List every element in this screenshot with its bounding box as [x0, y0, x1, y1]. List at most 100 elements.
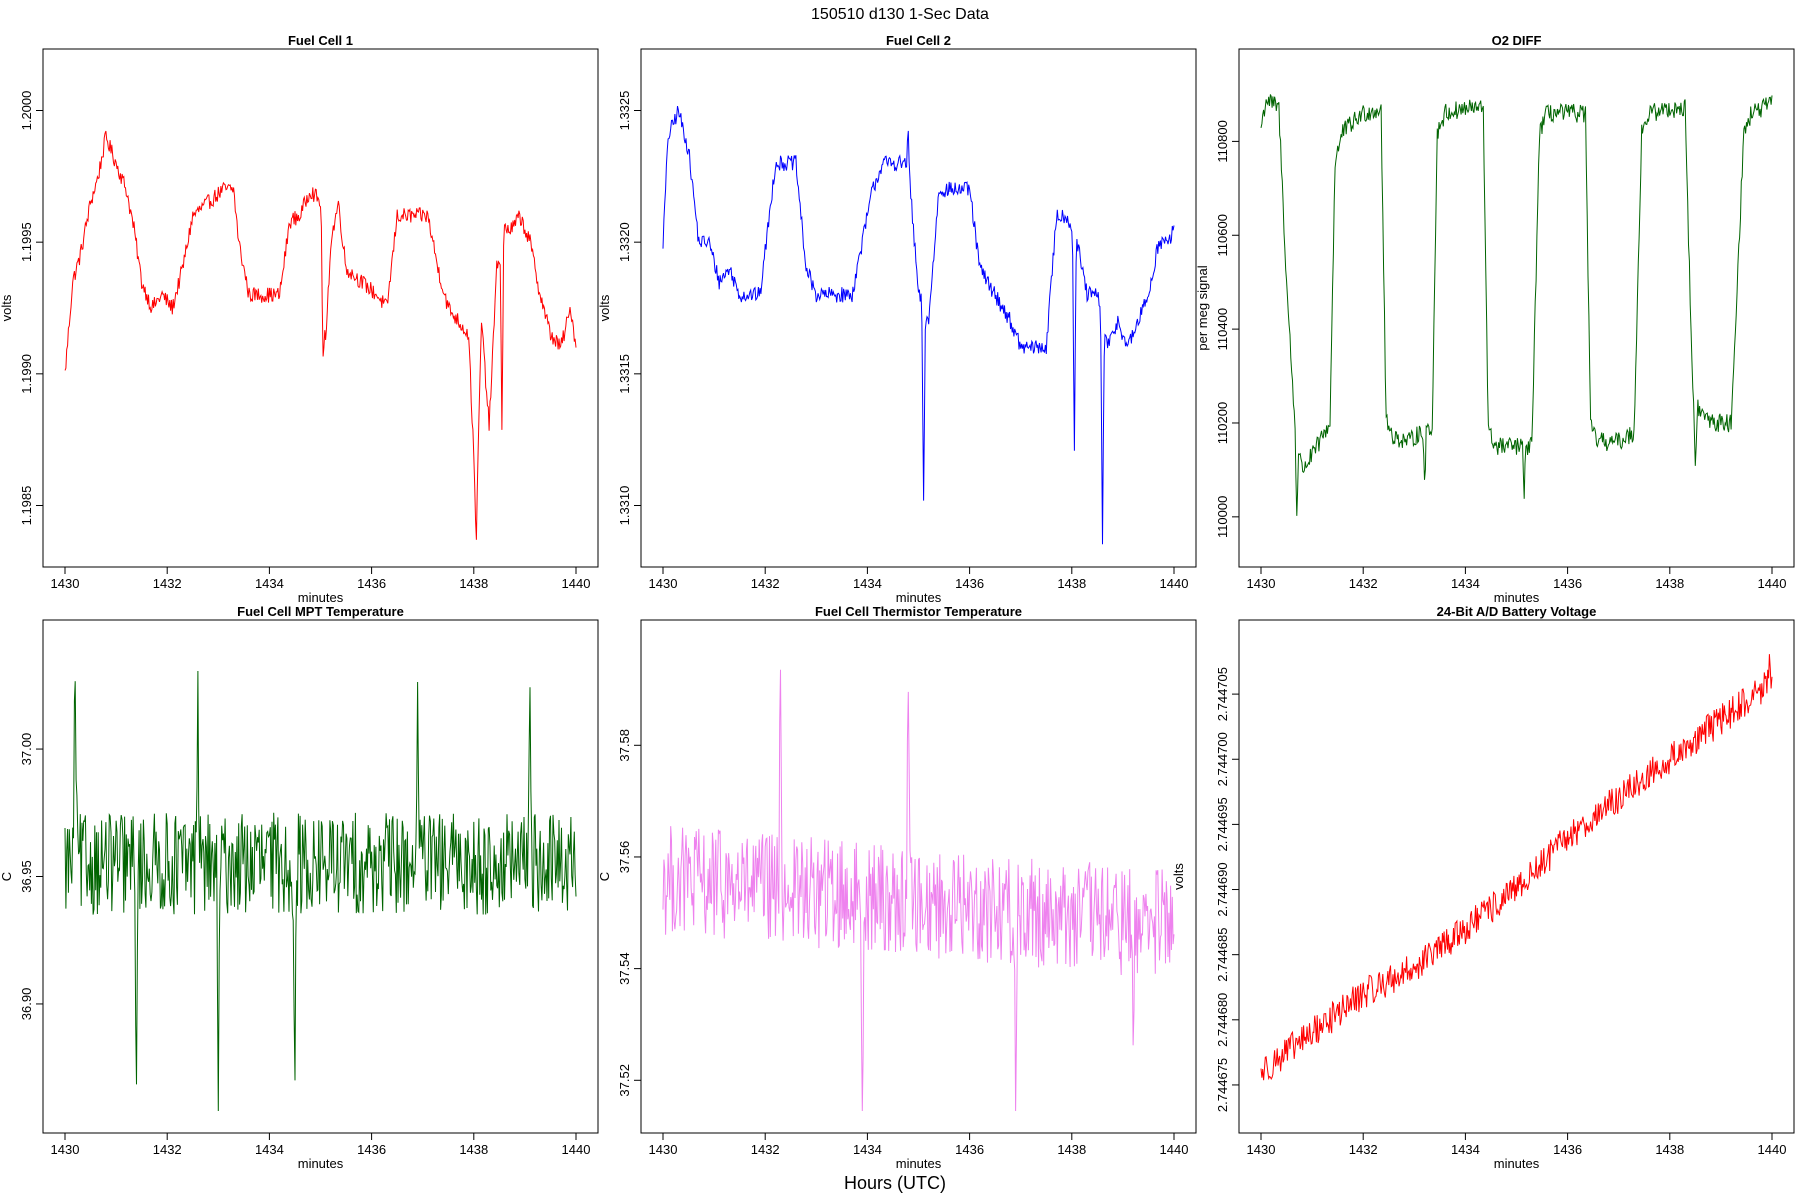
y-tick-label: 2.744675 [1215, 1058, 1230, 1112]
y-axis-label: volts [597, 294, 612, 321]
x-tick-label: 1440 [1160, 1142, 1189, 1157]
x-tick-label: 1438 [1655, 1142, 1684, 1157]
x-tick-label: 1438 [1057, 1142, 1086, 1157]
series-line [64, 670, 577, 1112]
x-axis-label: minutes [298, 590, 344, 605]
x-tick-label: 1438 [1655, 576, 1684, 591]
x-tick-label: 1434 [1451, 1142, 1480, 1157]
y-tick-label: 1.2000 [19, 91, 34, 131]
panel-title: Fuel Cell 2 [886, 33, 951, 48]
x-tick-label: 1430 [649, 576, 678, 591]
y-tick-label: 37.52 [617, 1064, 632, 1097]
x-axis-label: minutes [896, 590, 942, 605]
y-tick-label: 110200 [1215, 402, 1230, 444]
y-tick-label: 36.95 [19, 860, 34, 893]
series-line [662, 105, 1175, 545]
y-axis-label: C [597, 872, 612, 881]
panel-6: 24-Bit A/D Battery Voltage 1430 1432 1434 14… [1171, 604, 1795, 1171]
panel-title: Fuel Cell Thermistor Temperature [815, 604, 1022, 619]
x-axis-label: minutes [896, 1156, 942, 1171]
x-tick-label: 1432 [153, 576, 182, 591]
y-tick-label: 1.1995 [19, 222, 34, 262]
x-tick-label: 1430 [1247, 576, 1276, 591]
x-tick-label: 1440 [1758, 576, 1787, 591]
series-line [1260, 654, 1773, 1081]
y-tick-label: 1.3320 [617, 222, 632, 262]
x-tick-label: 1432 [751, 1142, 780, 1157]
x-tick-label: 1436 [955, 576, 984, 591]
x-tick-label: 1440 [562, 576, 591, 591]
y-tick-label: 37.58 [617, 729, 632, 762]
x-tick-label: 1430 [51, 576, 80, 591]
x-tick-label: 1438 [1057, 576, 1086, 591]
x-tick-label: 1436 [1553, 576, 1582, 591]
plot-frame [640, 48, 1197, 568]
x-tick-label: 1438 [459, 1142, 488, 1157]
panel-5: Fuel Cell Thermistor Temperature 1430 1432… [597, 604, 1197, 1171]
y-tick-label: 110800 [1215, 120, 1230, 162]
x-tick-label: 1434 [255, 576, 284, 591]
series-line [1260, 94, 1773, 516]
y-tick-label: 37.56 [617, 841, 632, 874]
x-tick-label: 1430 [1247, 1142, 1276, 1157]
x-axis-label: minutes [298, 1156, 344, 1171]
x-tick-label: 1436 [955, 1142, 984, 1157]
y-tick-label: 110400 [1215, 308, 1230, 350]
panel-2: Fuel Cell 2 1430 1432 1434 1436 1438 1440 minut… [597, 33, 1197, 605]
x-tick-label: 1440 [562, 1142, 591, 1157]
plot-frame [1238, 619, 1795, 1134]
y-axis-label: C [0, 872, 14, 881]
x-axis-label: minutes [1494, 590, 1540, 605]
panel-4: Fuel Cell MPT Temperature 1430 1432 1434 143… [0, 604, 599, 1171]
x-tick-label: 1440 [1160, 576, 1189, 591]
x-tick-label: 1436 [1553, 1142, 1582, 1157]
panels: Fuel Cell 1 1430 1432 1434 1436 1438 1440 minut… [0, 33, 1795, 1171]
y-tick-label: 37.54 [617, 952, 632, 985]
x-tick-label: 1430 [51, 1142, 80, 1157]
y-tick-label: 36.90 [19, 988, 34, 1021]
y-tick-label: 1.3325 [617, 91, 632, 131]
figure-title: 150510 d130 1-Sec Data [811, 6, 989, 23]
y-tick-label: 110000 [1215, 496, 1230, 538]
y-tick-label: 2.744695 [1215, 797, 1230, 851]
x-tick-label: 1432 [1349, 576, 1378, 591]
y-axis-label: volts [1171, 863, 1186, 890]
outer-x-axis-label: Hours (UTC) [844, 1173, 946, 1193]
x-tick-label: 1436 [357, 1142, 386, 1157]
y-tick-label: 2.744680 [1215, 993, 1230, 1047]
y-tick-label: 1.3310 [617, 486, 632, 526]
panel-title: 24-Bit A/D Battery Voltage [1437, 604, 1597, 619]
x-tick-label: 1432 [1349, 1142, 1378, 1157]
y-axis-label: volts [0, 294, 14, 321]
series-line [662, 669, 1175, 1112]
x-tick-label: 1440 [1758, 1142, 1787, 1157]
y-tick-label: 37.00 [19, 733, 34, 766]
y-tick-label: 1.1985 [19, 486, 34, 526]
panel-3: O2 DIFF 1430 1432 1434 1436 1438 1440 minutes 11… [1195, 33, 1795, 605]
x-tick-label: 1438 [459, 576, 488, 591]
y-tick-label: 2.744700 [1215, 732, 1230, 786]
y-tick-label: 2.744705 [1215, 667, 1230, 721]
y-tick-label: 1.1990 [19, 354, 34, 394]
x-tick-label: 1432 [153, 1142, 182, 1157]
x-tick-label: 1434 [853, 576, 882, 591]
x-tick-label: 1434 [853, 1142, 882, 1157]
y-tick-label: 110600 [1215, 214, 1230, 256]
y-tick-label: 2.744685 [1215, 928, 1230, 982]
panel-title: O2 DIFF [1492, 33, 1542, 48]
x-tick-label: 1432 [751, 576, 780, 591]
x-tick-label: 1436 [357, 576, 386, 591]
x-axis-label: minutes [1494, 1156, 1540, 1171]
panel-title: Fuel Cell MPT Temperature [237, 604, 404, 619]
plot-frame [640, 619, 1197, 1134]
x-tick-label: 1434 [1451, 576, 1480, 591]
panel-1: Fuel Cell 1 1430 1432 1434 1436 1438 1440 minut… [0, 33, 599, 605]
panel-title: Fuel Cell 1 [288, 33, 353, 48]
x-tick-label: 1434 [255, 1142, 284, 1157]
y-axis-label: per meg signal [1195, 265, 1210, 350]
y-tick-label: 1.3315 [617, 354, 632, 394]
x-tick-label: 1430 [649, 1142, 678, 1157]
plot-frame [42, 48, 599, 568]
